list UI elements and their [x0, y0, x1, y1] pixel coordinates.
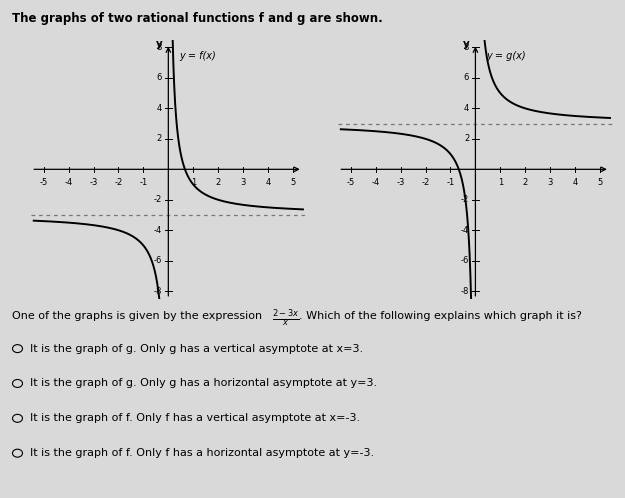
- Text: 8: 8: [157, 43, 162, 52]
- Text: -6: -6: [461, 256, 469, 265]
- Text: -5: -5: [347, 178, 355, 187]
- Text: y = g(x): y = g(x): [487, 50, 526, 60]
- Text: -1: -1: [139, 178, 148, 187]
- Text: -1: -1: [446, 178, 454, 187]
- Text: -6: -6: [154, 256, 162, 265]
- Text: 6: 6: [464, 73, 469, 83]
- Text: It is the graph of f. Only f has a vertical asymptote at x=-3.: It is the graph of f. Only f has a verti…: [30, 413, 360, 423]
- Text: y: y: [156, 39, 163, 49]
- Text: 8: 8: [464, 43, 469, 52]
- Text: 4: 4: [464, 104, 469, 113]
- Text: -2: -2: [461, 195, 469, 204]
- Text: y = f(x): y = f(x): [179, 50, 216, 60]
- Text: $\frac{2-3x}{x}$: $\frac{2-3x}{x}$: [272, 309, 299, 329]
- Text: It is the graph of f. Only f has a horizontal asymptote at y=-3.: It is the graph of f. Only f has a horiz…: [30, 448, 374, 458]
- Text: 1: 1: [191, 178, 196, 187]
- Text: 5: 5: [291, 178, 296, 187]
- Text: 6: 6: [157, 73, 162, 83]
- Text: -2: -2: [154, 195, 162, 204]
- Text: It is the graph of g. Only g has a vertical asymptote at x=3.: It is the graph of g. Only g has a verti…: [30, 344, 363, 354]
- Text: y: y: [463, 39, 470, 49]
- Text: -4: -4: [372, 178, 380, 187]
- Text: 2: 2: [216, 178, 221, 187]
- Text: -3: -3: [89, 178, 98, 187]
- Text: It is the graph of g. Only g has a horizontal asymptote at y=3.: It is the graph of g. Only g has a horiz…: [30, 378, 377, 388]
- Text: -8: -8: [154, 287, 162, 296]
- Text: 3: 3: [548, 178, 553, 187]
- Text: The graphs of two rational functions f and g are shown.: The graphs of two rational functions f a…: [12, 12, 383, 25]
- Text: One of the graphs is given by the expression: One of the graphs is given by the expres…: [12, 311, 262, 321]
- Text: -5: -5: [39, 178, 48, 187]
- Text: 3: 3: [241, 178, 246, 187]
- Text: -2: -2: [421, 178, 430, 187]
- Text: -2: -2: [114, 178, 122, 187]
- Text: -4: -4: [154, 226, 162, 235]
- Text: 2: 2: [464, 134, 469, 143]
- Text: 2: 2: [522, 178, 528, 187]
- Text: -8: -8: [461, 287, 469, 296]
- Text: 4: 4: [266, 178, 271, 187]
- Text: 4: 4: [572, 178, 578, 187]
- Text: -3: -3: [396, 178, 405, 187]
- Text: 2: 2: [157, 134, 162, 143]
- Text: 5: 5: [598, 178, 602, 187]
- Text: . Which of the following explains which graph it is?: . Which of the following explains which …: [299, 311, 582, 321]
- Text: 4: 4: [157, 104, 162, 113]
- Text: 1: 1: [498, 178, 503, 187]
- Text: -4: -4: [461, 226, 469, 235]
- Text: -4: -4: [64, 178, 72, 187]
